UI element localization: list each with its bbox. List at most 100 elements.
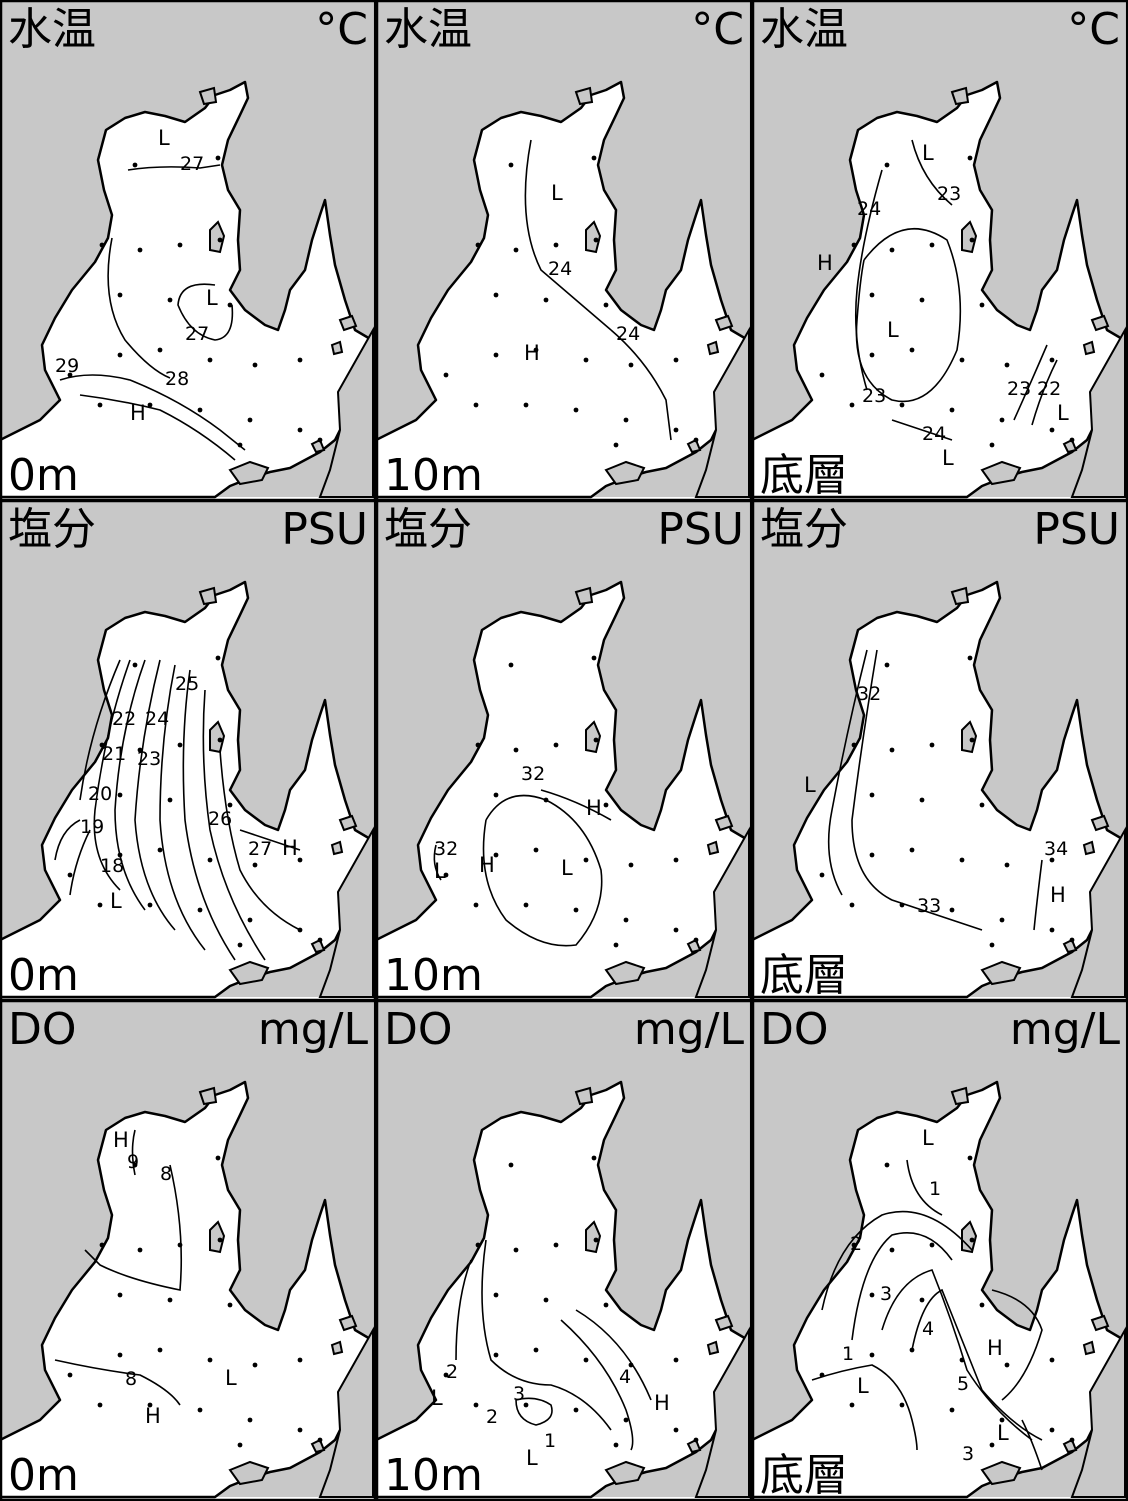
panel-depth: 底層 — [760, 450, 848, 501]
station-dot — [693, 937, 699, 943]
station-dot — [819, 1372, 825, 1378]
station-dot — [673, 927, 679, 933]
extremum-label: L — [434, 859, 446, 883]
station-dot — [197, 1407, 203, 1413]
station-dot — [959, 357, 965, 363]
contour-label: 1 — [842, 1343, 854, 1365]
station-dot — [297, 1357, 303, 1363]
station-dot — [137, 1247, 143, 1253]
contour-line — [131, 1129, 136, 1176]
station-dot — [97, 402, 103, 408]
contour-label: 25 — [175, 673, 199, 695]
contour-label: 4 — [922, 1318, 934, 1340]
station-dot — [147, 402, 153, 408]
station-dot — [593, 237, 599, 243]
contour-label: 23 — [1007, 378, 1031, 400]
station-dot — [513, 747, 519, 753]
panel-depth: 0m — [8, 450, 79, 501]
station-dot — [919, 297, 925, 303]
station-dot — [553, 742, 559, 748]
panel-parameter: 水温 — [384, 4, 472, 55]
station-dot — [1069, 1437, 1075, 1443]
panel-parameter: 塩分 — [384, 504, 472, 555]
station-dot — [989, 442, 995, 448]
station-dot — [177, 242, 183, 248]
contour-line — [107, 237, 171, 379]
panel-parameter: DO — [760, 1004, 829, 1055]
station-dot — [247, 1417, 253, 1423]
contour-label: 8 — [160, 1163, 172, 1185]
contour-line — [1031, 359, 1058, 426]
station-dot — [949, 907, 955, 913]
station-dot — [989, 1442, 995, 1448]
contour-label: 32 — [521, 763, 545, 785]
contour-line — [127, 164, 221, 171]
extremum-label: H — [145, 1404, 161, 1428]
contour-label: 32 — [857, 683, 881, 705]
station-dot — [1069, 437, 1075, 443]
station-dot — [177, 742, 183, 748]
panel-unit: °C — [691, 4, 744, 55]
station-dot — [613, 1442, 619, 1448]
panel-depth: 0m — [8, 950, 79, 1001]
contour-line — [911, 1288, 1043, 1441]
station-dot — [949, 407, 955, 413]
station-dot — [623, 417, 629, 423]
contour-line — [481, 1239, 612, 1431]
panel-0-0: L 27 L 27 29 28 H 水温 °C 0m — [0, 0, 377, 502]
panel-unit: PSU — [657, 504, 744, 555]
station-dot — [207, 857, 213, 863]
contour-line — [79, 394, 236, 461]
station-dot — [227, 1302, 233, 1308]
contour-line — [433, 844, 442, 881]
station-dot — [869, 792, 875, 798]
panel-frame — [375, 999, 753, 1501]
station-dot — [117, 352, 123, 358]
station-dot — [215, 655, 221, 661]
bay-map — [0, 998, 375, 1499]
station-dot — [628, 1362, 634, 1368]
station-dot — [979, 802, 985, 808]
station-dot — [117, 292, 123, 298]
contour-line — [219, 749, 301, 931]
station-dot — [909, 1347, 915, 1353]
extremum-label: L — [857, 1374, 869, 1398]
contour-line — [855, 227, 962, 403]
station-dot — [167, 297, 173, 303]
station-dot — [317, 1437, 323, 1443]
station-dot — [297, 857, 303, 863]
contour-line — [455, 1259, 472, 1361]
contour-label: 1 — [544, 1430, 556, 1452]
station-dot — [237, 1442, 243, 1448]
station-dot — [673, 427, 679, 433]
station-dot — [553, 242, 559, 248]
station-dot — [97, 1402, 103, 1408]
contour-label: 28 — [165, 368, 189, 390]
station-dot — [959, 1357, 965, 1363]
station-dot — [215, 1155, 221, 1161]
station-dot — [157, 347, 163, 353]
contour-label: 3 — [880, 1283, 892, 1305]
bay-map — [374, 0, 751, 499]
panel-parameter: 水温 — [760, 4, 848, 55]
contour-line — [79, 659, 121, 801]
contour-label: 22 — [1037, 378, 1061, 400]
extremum-label: H — [654, 1391, 670, 1415]
station-dot — [227, 302, 233, 308]
contour-label: 27 — [185, 323, 209, 345]
contour-line — [84, 1164, 183, 1291]
panel-1-0: 25 22 24 21 23 20 19 26 27 H 18 L 塩分 PSU 0m — [0, 498, 377, 1002]
station-dot — [1049, 927, 1055, 933]
contour-label: 1 — [929, 1178, 941, 1200]
contour-label: 24 — [857, 198, 881, 220]
station-dot — [97, 902, 103, 908]
station-dot — [475, 242, 481, 248]
station-dot — [67, 1372, 73, 1378]
station-dot — [217, 737, 223, 743]
station-dot — [1004, 1362, 1010, 1368]
extremum-label: H — [524, 341, 540, 365]
panel-parameter: 塩分 — [8, 504, 96, 555]
contour-line — [182, 669, 236, 961]
contour-label: 27 — [248, 838, 272, 860]
